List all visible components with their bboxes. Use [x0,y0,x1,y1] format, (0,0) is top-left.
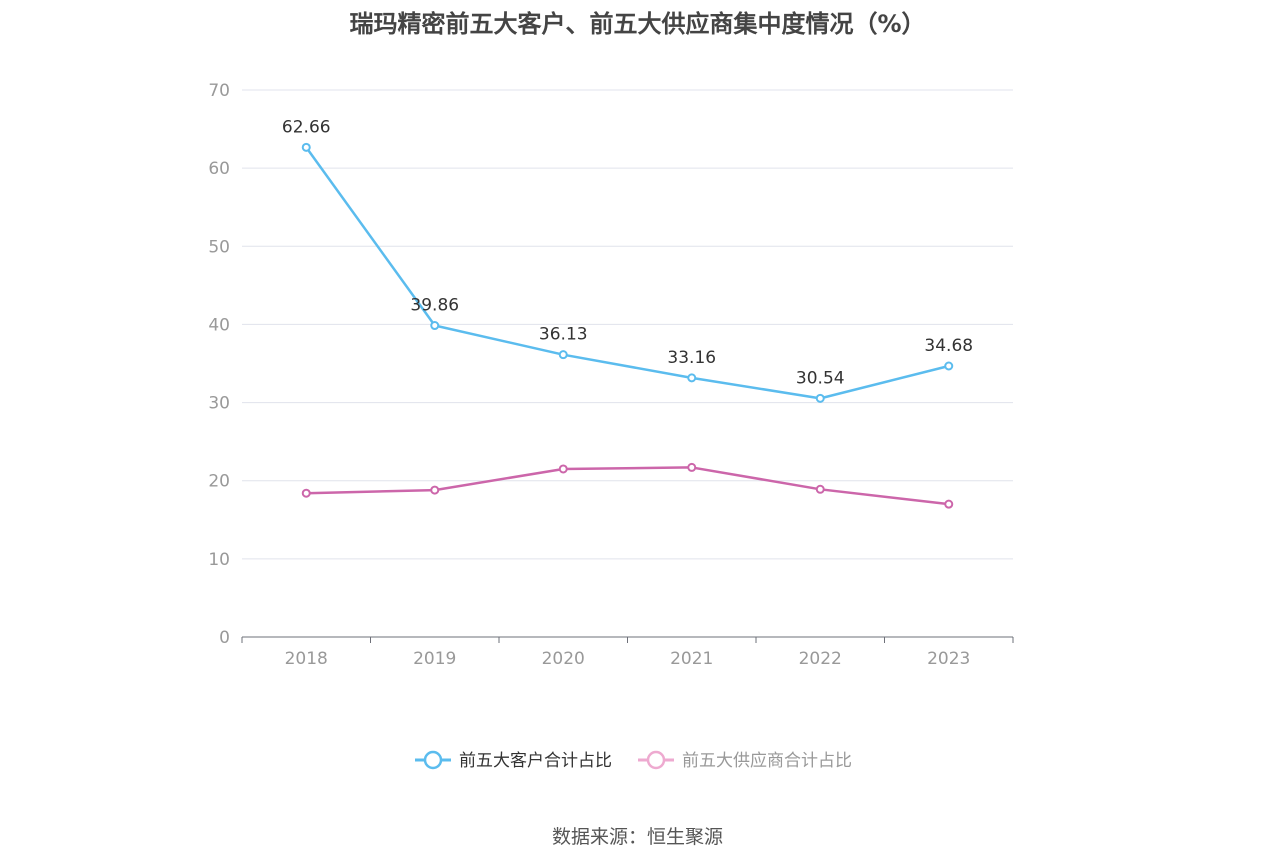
legend: 前五大客户合计占比 前五大供应商合计占比 [415,750,852,771]
series-line-1 [305,146,950,400]
legend-marker [423,750,443,770]
data-point [558,350,568,360]
data-source: 数据来源：恒生聚源 [551,826,723,848]
legend-marker [646,750,666,770]
data-point [815,484,825,494]
data-point [301,488,311,498]
series-lines [301,142,954,509]
data-point [944,361,954,371]
y-tick-label: 50 [208,237,230,257]
y-tick-label: 0 [219,628,230,648]
y-tick-label: 30 [208,394,230,414]
data-label: 62.66 [282,117,331,137]
x-tick-label: 2018 [285,649,328,669]
x-axis: 2018 2019 2020 2021 2022 2023 [241,636,1014,669]
data-label: 34.68 [924,336,973,356]
data-point [430,321,440,331]
x-tick-label: 2019 [413,649,456,669]
legend-label: 前五大供应商合计占比 [682,751,852,771]
data-point [558,464,568,474]
data-point [815,393,825,403]
y-axis-ticks: 0 10 20 30 40 50 60 70 [208,81,230,648]
chart-title: 瑞玛精密前五大客户、前五大供应商集中度情况（%） [349,10,926,38]
data-point [430,485,440,495]
series-line-2 [306,466,949,506]
y-tick-label: 10 [208,550,230,570]
data-point [687,462,697,472]
data-point [687,373,697,383]
x-tick-label: 2020 [542,649,585,669]
legend-label: 前五大客户合计占比 [459,751,612,771]
data-point [944,499,954,509]
x-tick-label: 2023 [927,649,970,669]
grid-lines [242,89,1013,560]
y-tick-label: 70 [208,81,230,101]
y-tick-label: 20 [208,472,230,492]
y-tick-label: 60 [208,159,230,179]
x-tick-label: 2022 [799,649,842,669]
data-labels: 62.66 39.86 36.13 33.16 30.54 34.68 [282,117,973,388]
data-label: 36.13 [539,325,588,345]
x-tick-label: 2021 [670,649,713,669]
data-label: 33.16 [667,348,716,368]
data-point [301,142,311,152]
y-tick-label: 40 [208,315,230,335]
data-label: 30.54 [796,368,845,388]
data-label: 39.86 [410,296,459,316]
